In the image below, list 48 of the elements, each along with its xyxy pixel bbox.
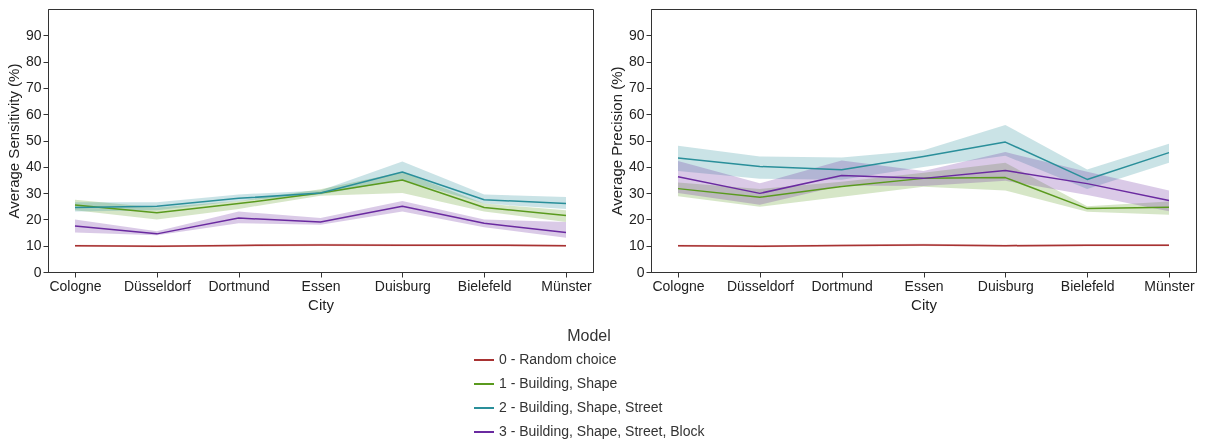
legend-title: Model xyxy=(567,327,611,344)
x-tick-label: Duisburg xyxy=(374,277,431,294)
x-axis-title: City xyxy=(308,295,335,313)
y-tick-label: 10 xyxy=(628,237,645,254)
legend-label: 2 - Building, Shape, Street xyxy=(499,399,663,415)
y-tick-label: 60 xyxy=(25,105,42,122)
x-tick-label: Duisburg xyxy=(977,277,1034,294)
y-tick-label: 80 xyxy=(628,53,645,70)
line-series xyxy=(74,179,567,217)
y-tick-label: 20 xyxy=(628,210,645,227)
y-tick-label: 20 xyxy=(25,210,42,227)
y-tick-label: 0 xyxy=(636,263,645,280)
y-tick-label: 50 xyxy=(25,132,42,148)
line-series xyxy=(74,171,567,209)
line-series xyxy=(677,169,1170,202)
x-tick-label: Cologne xyxy=(652,277,705,294)
legend-label: 0 - Random choice xyxy=(499,351,617,367)
y-tick-label: 70 xyxy=(25,79,42,96)
x-tick-label: Bielefeld xyxy=(1060,277,1115,294)
y-tick-label: 90 xyxy=(628,26,645,43)
x-tick-label: Düsseldorf xyxy=(726,277,794,294)
y-tick-label: 50 xyxy=(628,132,645,148)
y-axis-title: Average Sensitivity (%) xyxy=(4,63,22,219)
y-tick-label: 0 xyxy=(33,263,42,280)
x-tick-label: Bielefeld xyxy=(457,277,512,294)
y-tick-label: 90 xyxy=(25,26,42,43)
y-axis-title: Average Precision (%) xyxy=(607,66,625,216)
y-tick-label: 30 xyxy=(25,184,42,201)
y-tick-label: 70 xyxy=(628,79,645,96)
y-tick-label: 10 xyxy=(25,237,42,254)
line-series xyxy=(677,176,1170,210)
x-tick-label: Essen xyxy=(904,277,944,294)
x-tick-label: Münster xyxy=(541,277,593,294)
x-tick-label: Dortmund xyxy=(208,277,270,294)
legend-label: 3 - Building, Shape, Street, Block xyxy=(499,423,706,439)
y-tick-label: 60 xyxy=(628,105,645,122)
line-series xyxy=(677,141,1170,181)
y-tick-label: 40 xyxy=(628,158,645,175)
x-tick-label: Essen xyxy=(301,277,341,294)
x-tick-label: Dortmund xyxy=(811,277,873,294)
legend-label: 1 - Building, Shape xyxy=(499,375,618,391)
x-tick-label: Cologne xyxy=(49,277,102,294)
y-tick-label: 80 xyxy=(25,53,42,70)
x-tick-label: Münster xyxy=(1144,277,1196,294)
y-tick-label: 40 xyxy=(25,158,42,175)
x-tick-label: Düsseldorf xyxy=(123,277,191,294)
x-axis-title: City xyxy=(911,295,938,313)
y-tick-label: 30 xyxy=(628,184,645,201)
